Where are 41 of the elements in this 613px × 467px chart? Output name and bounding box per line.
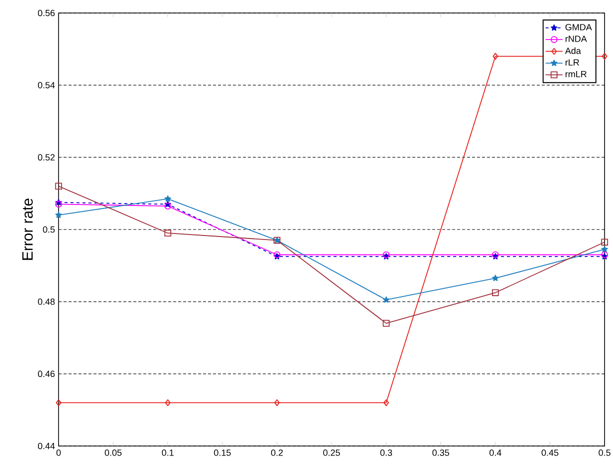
point — [164, 230, 172, 237]
point — [274, 399, 280, 406]
x-tick-label: 0.5 — [598, 450, 610, 456]
x-tick-label: 0.45 — [542, 450, 558, 456]
point — [601, 238, 608, 246]
legend-label: rNDA — [566, 36, 587, 42]
x-tick-label: 0.1 — [162, 450, 174, 456]
x-tick-label: 0.3 — [380, 450, 392, 456]
y-tick-label: 0.56 — [38, 10, 55, 16]
point — [602, 52, 608, 60]
x-tick-label: 0.25 — [323, 450, 340, 456]
point — [382, 320, 390, 327]
legend-label: rLR — [566, 59, 580, 66]
point — [492, 289, 499, 296]
x-tick-label: 0.2 — [271, 450, 283, 456]
y-tick-label: 0.46 — [38, 370, 55, 378]
x-tick-label: 0.05 — [104, 450, 122, 456]
point — [382, 296, 390, 303]
x-tick-label: 0.4 — [490, 450, 502, 456]
point — [601, 246, 608, 252]
point — [384, 399, 389, 406]
y-tick-label: 0.52 — [38, 154, 55, 161]
y-tick-label: 0.44 — [38, 442, 55, 450]
y-tick-label: 0.5 — [42, 226, 55, 233]
point — [164, 195, 172, 202]
point — [492, 52, 498, 60]
point — [55, 200, 62, 208]
x-tick-label: 0.35 — [432, 450, 450, 456]
legend-label: GMDA — [565, 24, 592, 30]
legend-label: rmLR — [566, 70, 587, 78]
y-tick-label: 0.48 — [38, 298, 55, 305]
point — [55, 212, 62, 218]
point — [56, 399, 62, 406]
point — [165, 399, 170, 406]
x-tick-label: 0.15 — [214, 450, 231, 456]
point — [55, 182, 62, 190]
x-tick-label: 0 — [56, 450, 61, 456]
point — [492, 274, 499, 282]
y-tick-label: 0.54 — [38, 82, 55, 88]
y-axis-title: Error rate — [22, 198, 33, 260]
legend-label: Ada — [565, 47, 581, 54]
